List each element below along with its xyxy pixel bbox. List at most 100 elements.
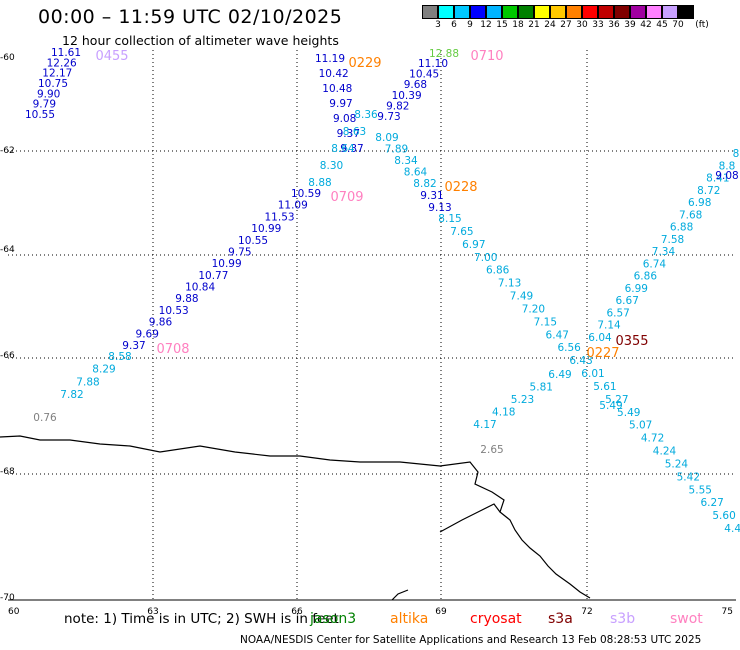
wave-height-value: 5.49 xyxy=(599,400,622,412)
wave-height-value: 6.86 xyxy=(486,265,510,277)
wave-height-value: 10.75 xyxy=(38,78,68,90)
wave-height-value: 9.75 xyxy=(228,246,251,258)
wave-height-value: 9.86 xyxy=(149,317,173,329)
wave-height-value: 11.53 xyxy=(265,211,295,223)
wave-height-value: 7.49 xyxy=(510,291,533,303)
wave-height-value: 6.49 xyxy=(548,369,571,381)
wave-height-value: 8.36 xyxy=(354,109,378,121)
x-axis-tick-label: 72 xyxy=(581,607,592,617)
legend-tick-label: 27 xyxy=(560,20,572,30)
wave-height-value: 10.55 xyxy=(238,235,268,247)
legend-swatch xyxy=(582,5,598,19)
wave-height-value: 7.82 xyxy=(60,389,83,401)
legend-tick-label: 18 xyxy=(512,20,524,30)
pass-time-label: 0708 xyxy=(156,342,189,357)
wave-height-value: 6.56 xyxy=(557,342,581,354)
legend-tick-label: 15 xyxy=(496,20,508,30)
wave-height-value: 7.58 xyxy=(661,234,684,246)
legend-tick-label: 24 xyxy=(544,20,556,30)
wave-height-value: 5.07 xyxy=(629,420,652,432)
coastline-inlet xyxy=(439,503,501,533)
pass-time-label: 0710 xyxy=(470,49,503,64)
satellite-legend-entry: altika xyxy=(390,611,429,627)
wave-height-value: 6.67 xyxy=(616,295,639,307)
coastline xyxy=(0,435,591,599)
legend-tick-label: 42 xyxy=(640,20,652,30)
wave-height-value: 9.37 xyxy=(122,340,145,352)
satellite-legend-entry: cryosat xyxy=(470,611,522,627)
legend-tick-label: 12 xyxy=(480,20,492,30)
wave-height-value: 8.64 xyxy=(331,143,355,155)
wave-height-value: 2.65 xyxy=(480,444,503,456)
legend-tick-label: 33 xyxy=(592,20,604,30)
wave-height-value: 9.90 xyxy=(37,88,60,100)
legend-swatch xyxy=(646,5,662,19)
wave-height-value: 11.19 xyxy=(315,53,345,65)
wave-height-value: 4.72 xyxy=(641,433,664,445)
pass-time-label: 0455 xyxy=(95,49,128,64)
wave-height-value: 6.04 xyxy=(588,332,612,344)
coastline-fragment xyxy=(391,589,409,601)
wave-height-value: 9.31 xyxy=(420,190,443,202)
wave-height-value: 5.23 xyxy=(511,394,534,406)
wave-height-value: 11.09 xyxy=(278,200,308,212)
wave-height-value: 7.68 xyxy=(679,209,702,221)
wave-height-value: 5.27 xyxy=(605,394,628,406)
x-axis-tick-label: 69 xyxy=(435,607,447,617)
wave-height-value: 5.61 xyxy=(593,381,616,393)
wave-height-value: 8.72 xyxy=(697,185,720,197)
wave-height-value: 6.88 xyxy=(670,222,693,234)
satellite-legend-entry: jason3 xyxy=(310,611,357,627)
legend-swatch xyxy=(486,5,502,19)
legend-tick-label: 30 xyxy=(576,20,588,30)
y-axis-tick-label: -66 xyxy=(0,351,15,361)
y-axis-tick-label: -64 xyxy=(0,245,15,255)
legend-tick-label: 6 xyxy=(451,20,457,30)
x-axis-tick-label: 60 xyxy=(8,607,20,617)
wave-height-value: 4.17 xyxy=(473,419,496,431)
credit-line: NOAA/NESDIS Center for Satellite Applica… xyxy=(240,634,702,646)
footer-note: note: 1) Time is in UTC; 2) SWH is in fe… xyxy=(64,611,339,627)
wave-height-value: 9.08 xyxy=(333,113,356,125)
legend-tick-label: 45 xyxy=(656,20,668,30)
wave-height-value: 7.13 xyxy=(498,278,521,290)
legend-swatch xyxy=(470,5,486,19)
legend-swatch xyxy=(454,5,470,19)
wave-height-value: 6.86 xyxy=(634,271,658,283)
wave-height-value: 5.55 xyxy=(689,484,712,496)
wave-height-value: 6.98 xyxy=(688,197,711,209)
wave-height-value: 6.57 xyxy=(606,307,629,319)
wave-height-value: 10.99 xyxy=(251,223,281,235)
wave-height-value: 6.97 xyxy=(462,239,485,251)
legend-tick-label: 70 xyxy=(672,20,684,30)
legend-swatch xyxy=(630,5,646,19)
legend-swatch xyxy=(534,5,550,19)
x-axis-tick-label: 75 xyxy=(722,607,733,617)
color-legend: 3 6 9 12 15 18 21 24 27 30 33 36 39 42 45 70 (ft) xyxy=(422,5,709,31)
legend-tick-label: 21 xyxy=(528,20,540,30)
wave-height-value: 9.69 xyxy=(136,328,159,340)
wave-height-value: 10.55 xyxy=(25,109,55,121)
wave-height-value: 8.09 xyxy=(375,132,398,144)
wave-height-value: 7.88 xyxy=(76,376,99,388)
wave-height-value: 8.30 xyxy=(320,160,343,172)
legend-label-row: 3 6 9 12 15 18 21 24 27 30 33 36 39 42 45 70 (ft) xyxy=(422,19,709,31)
legend-swatch xyxy=(614,5,630,19)
wave-height-value: 8.88 xyxy=(308,177,331,189)
wave-height-value: 5.24 xyxy=(665,458,689,470)
wave-height-value: 9.79 xyxy=(33,99,56,111)
pass-time-label: 0355 xyxy=(615,334,648,349)
wave-height-value: 9.08 xyxy=(715,170,738,182)
wave-height-value: 0.76 xyxy=(33,412,57,424)
wave-height-value: 4.18 xyxy=(492,407,515,419)
legend-tick-label: 36 xyxy=(608,20,620,30)
wave-height-value: 9.73 xyxy=(377,111,400,123)
wave-height-value: 7.65 xyxy=(450,226,473,238)
satellite-legend-entry: swot xyxy=(670,611,703,627)
legend-swatch xyxy=(662,5,678,19)
legend-swatch xyxy=(598,5,614,19)
wave-height-value: 8.82 xyxy=(413,178,436,190)
wave-height-value: 8 xyxy=(733,148,740,160)
wave-height-value: 9.37 xyxy=(340,143,363,155)
